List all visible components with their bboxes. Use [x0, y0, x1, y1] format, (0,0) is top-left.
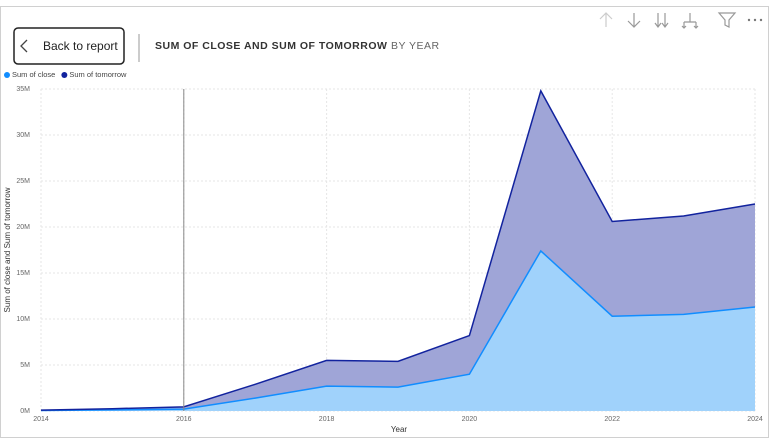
back-button[interactable]: Back to report: [13, 27, 125, 65]
more-icon[interactable]: [747, 18, 763, 22]
x-tick-label: 2018: [319, 416, 335, 423]
back-button-box[interactable]: [13, 27, 125, 65]
y-tick-label: 10M: [16, 316, 30, 323]
toolbar[interactable]: [599, 12, 763, 29]
x-tick-label: 2022: [604, 416, 620, 423]
next-level-icon[interactable]: [654, 13, 669, 28]
area: [41, 90, 755, 411]
x-tick-label: 2014: [33, 416, 49, 423]
back-label[interactable]: Back to report: [43, 39, 118, 53]
legend-label: Sum of tomorrow: [69, 70, 127, 79]
filter-icon[interactable]: [717, 12, 737, 28]
line: [40, 88, 756, 411]
y-tick-label: 20M: [16, 224, 30, 231]
y-tick-label: 30M: [16, 132, 30, 139]
legend-label: Sum of close: [12, 70, 55, 79]
x-tick-label: 2024: [747, 416, 763, 423]
x-tick-label: 2020: [462, 416, 478, 423]
y-tick-label: 15M: [16, 270, 30, 277]
plot: 0M 5M 10M 15M 20M 25M 30M 35M 2014 2016 2018 2020 20…: [4, 70, 763, 423]
y-tick-label: 35M: [16, 86, 30, 93]
line: [40, 249, 756, 412]
chart-subtitle: BY YEAR: [391, 40, 440, 52]
x-axis-title: Year: [391, 425, 408, 434]
x-tick-label: 2016: [176, 416, 192, 423]
back-icon[interactable]: [20, 39, 28, 53]
chart-title: SUM OF CLOSE AND SUM OF TOMORROW: [155, 40, 387, 52]
y-tick-label: 5M: [20, 362, 30, 369]
y-tick-label: 25M: [16, 178, 30, 185]
legend-marker: [4, 72, 10, 78]
y-axis-title: Sum of close and Sum of tomorrow: [3, 187, 12, 312]
expand-icon[interactable]: [681, 13, 699, 29]
drill-down-icon[interactable]: [627, 13, 641, 28]
y-tick-label: 0M: [20, 408, 30, 415]
legend-marker: [61, 72, 68, 78]
area: [41, 250, 755, 411]
drill-up-icon[interactable]: [599, 12, 613, 27]
